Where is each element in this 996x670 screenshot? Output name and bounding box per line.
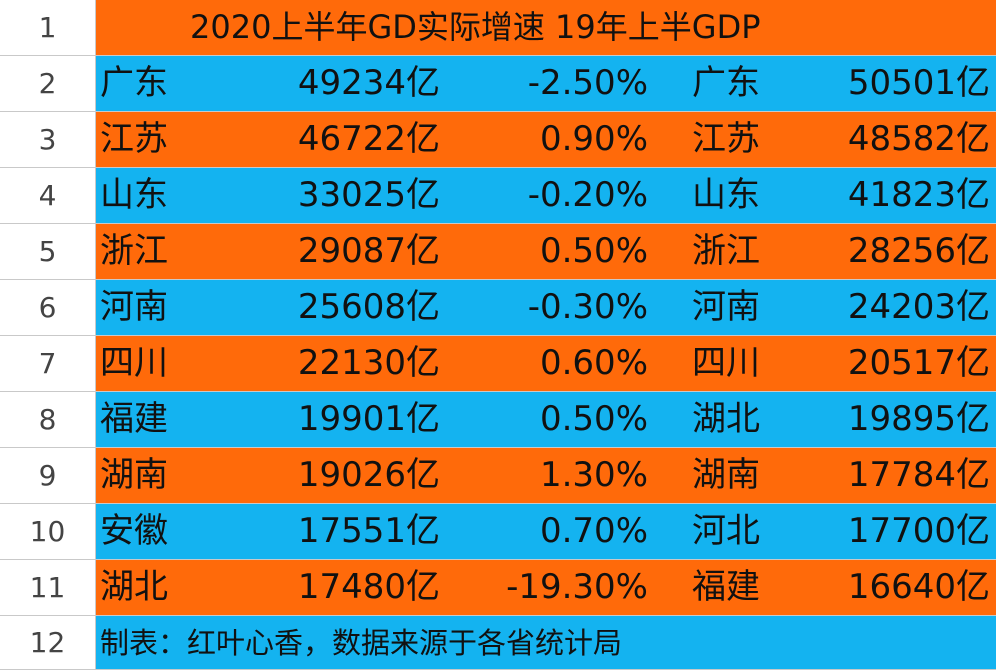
row-cells[interactable]: 浙江 29087亿 0.50% 浙江 28256亿 bbox=[96, 224, 996, 280]
row-cells[interactable]: 湖南 19026亿 1.30% 湖南 17784亿 bbox=[96, 448, 996, 504]
province-2019-cell[interactable]: 湖北 bbox=[692, 399, 760, 439]
table-row[interactable]: 4 山东 33025亿 -0.20% 山东 41823亿 bbox=[0, 168, 996, 224]
growth-rate-cell[interactable]: 0.50% bbox=[539, 399, 648, 439]
row-cells[interactable]: 福建 19901亿 0.50% 湖北 19895亿 bbox=[96, 392, 996, 448]
table-row[interactable]: 8 福建 19901亿 0.50% 湖北 19895亿 bbox=[0, 392, 996, 448]
row-number[interactable]: 10 bbox=[0, 504, 96, 560]
table-row[interactable]: 2 广东 49234亿 -2.50% 广东 50501亿 bbox=[0, 56, 996, 112]
title-cell-range[interactable]: 2020上半年GD实际增速 19年上半GDP bbox=[96, 0, 996, 56]
gdp-2020-cell[interactable]: 29087亿 bbox=[297, 231, 440, 271]
growth-rate-cell[interactable]: -2.50% bbox=[527, 63, 648, 103]
row-cells[interactable]: 山东 33025亿 -0.20% 山东 41823亿 bbox=[96, 168, 996, 224]
growth-rate-cell[interactable]: 0.50% bbox=[539, 231, 648, 271]
province-2020-cell[interactable]: 福建 bbox=[100, 399, 168, 439]
gdp-2019-cell[interactable]: 48582亿 bbox=[847, 119, 990, 159]
row-number[interactable]: 7 bbox=[0, 336, 96, 392]
province-2020-cell[interactable]: 广东 bbox=[100, 63, 168, 103]
growth-rate-cell[interactable]: 0.70% bbox=[539, 511, 648, 551]
title-row[interactable]: 1 2020上半年GD实际增速 19年上半GDP bbox=[0, 0, 996, 56]
row-number[interactable]: 3 bbox=[0, 112, 96, 168]
row-number[interactable]: 6 bbox=[0, 280, 96, 336]
gdp-2019-cell[interactable]: 16640亿 bbox=[847, 567, 990, 607]
row-cells[interactable]: 江苏 46722亿 0.90% 江苏 48582亿 bbox=[96, 112, 996, 168]
gdp-2019-cell[interactable]: 50501亿 bbox=[847, 63, 990, 103]
gdp-2020-cell[interactable]: 17551亿 bbox=[297, 511, 440, 551]
province-2019-cell[interactable]: 湖南 bbox=[692, 455, 760, 495]
province-2019-cell[interactable]: 山东 bbox=[692, 175, 760, 215]
source-note[interactable]: 制表：红叶心香，数据来源于各省统计局 bbox=[100, 626, 623, 660]
row-number[interactable]: 2 bbox=[0, 56, 96, 112]
gdp-2019-cell[interactable]: 20517亿 bbox=[847, 343, 990, 383]
table-row[interactable]: 5 浙江 29087亿 0.50% 浙江 28256亿 bbox=[0, 224, 996, 280]
row-cells[interactable]: 四川 22130亿 0.60% 四川 20517亿 bbox=[96, 336, 996, 392]
province-2020-cell[interactable]: 湖南 bbox=[100, 455, 168, 495]
gdp-2019-cell[interactable]: 17784亿 bbox=[847, 455, 990, 495]
growth-rate-cell[interactable]: -0.30% bbox=[527, 287, 648, 327]
province-2020-cell[interactable]: 河南 bbox=[100, 287, 168, 327]
row-cells[interactable]: 湖北 17480亿 -19.30% 福建 16640亿 bbox=[96, 560, 996, 616]
province-2019-cell[interactable]: 浙江 bbox=[692, 231, 760, 271]
gdp-2020-cell[interactable]: 46722亿 bbox=[297, 119, 440, 159]
growth-rate-cell[interactable]: 1.30% bbox=[539, 455, 648, 495]
province-2020-cell[interactable]: 湖北 bbox=[100, 567, 168, 607]
province-2019-cell[interactable]: 福建 bbox=[692, 567, 760, 607]
province-2019-cell[interactable]: 江苏 bbox=[692, 119, 760, 159]
footer-row[interactable]: 12 制表：红叶心香，数据来源于各省统计局 bbox=[0, 616, 996, 670]
row-cells[interactable]: 河南 25608亿 -0.30% 河南 24203亿 bbox=[96, 280, 996, 336]
growth-rate-cell[interactable]: -19.30% bbox=[506, 567, 648, 607]
table-row[interactable]: 7 四川 22130亿 0.60% 四川 20517亿 bbox=[0, 336, 996, 392]
gdp-2019-cell[interactable]: 28256亿 bbox=[847, 231, 990, 271]
row-cells[interactable]: 安徽 17551亿 0.70% 河北 17700亿 bbox=[96, 504, 996, 560]
growth-rate-cell[interactable]: 0.90% bbox=[539, 119, 648, 159]
province-2020-cell[interactable]: 江苏 bbox=[100, 119, 168, 159]
row-number[interactable]: 9 bbox=[0, 448, 96, 504]
province-2020-cell[interactable]: 山东 bbox=[100, 175, 168, 215]
table-row[interactable]: 11 湖北 17480亿 -19.30% 福建 16640亿 bbox=[0, 560, 996, 616]
gdp-2020-cell[interactable]: 25608亿 bbox=[297, 287, 440, 327]
gdp-2019-cell[interactable]: 24203亿 bbox=[847, 287, 990, 327]
table-row[interactable]: 10 安徽 17551亿 0.70% 河北 17700亿 bbox=[0, 504, 996, 560]
table-row[interactable]: 9 湖南 19026亿 1.30% 湖南 17784亿 bbox=[0, 448, 996, 504]
row-cells[interactable]: 广东 49234亿 -2.50% 广东 50501亿 bbox=[96, 56, 996, 112]
gdp-2020-cell[interactable]: 22130亿 bbox=[297, 343, 440, 383]
row-number[interactable]: 1 bbox=[0, 0, 96, 56]
row-number[interactable]: 11 bbox=[0, 560, 96, 616]
province-2019-cell[interactable]: 河北 bbox=[692, 511, 760, 551]
gdp-2020-cell[interactable]: 19026亿 bbox=[297, 455, 440, 495]
gdp-2020-cell[interactable]: 49234亿 bbox=[297, 63, 440, 103]
row-number[interactable]: 5 bbox=[0, 224, 96, 280]
province-2019-cell[interactable]: 广东 bbox=[692, 63, 760, 103]
table-title[interactable]: 2020上半年GD实际增速 19年上半GDP bbox=[190, 8, 761, 46]
gdp-2020-cell[interactable]: 33025亿 bbox=[297, 175, 440, 215]
province-2019-cell[interactable]: 河南 bbox=[692, 287, 760, 327]
table-row[interactable]: 3 江苏 46722亿 0.90% 江苏 48582亿 bbox=[0, 112, 996, 168]
growth-rate-cell[interactable]: -0.20% bbox=[527, 175, 648, 215]
footer-cell-range[interactable]: 制表：红叶心香，数据来源于各省统计局 bbox=[96, 616, 996, 670]
gdp-2019-cell[interactable]: 41823亿 bbox=[847, 175, 990, 215]
province-2020-cell[interactable]: 安徽 bbox=[100, 511, 168, 551]
row-number[interactable]: 12 bbox=[0, 616, 96, 670]
gdp-2020-cell[interactable]: 19901亿 bbox=[297, 399, 440, 439]
gdp-2019-cell[interactable]: 17700亿 bbox=[847, 511, 990, 551]
province-2020-cell[interactable]: 浙江 bbox=[100, 231, 168, 271]
row-number[interactable]: 4 bbox=[0, 168, 96, 224]
table-row[interactable]: 6 河南 25608亿 -0.30% 河南 24203亿 bbox=[0, 280, 996, 336]
gdp-2019-cell[interactable]: 19895亿 bbox=[847, 399, 990, 439]
province-2019-cell[interactable]: 四川 bbox=[692, 343, 760, 383]
growth-rate-cell[interactable]: 0.60% bbox=[539, 343, 648, 383]
gdp-2020-cell[interactable]: 17480亿 bbox=[297, 567, 440, 607]
row-number[interactable]: 8 bbox=[0, 392, 96, 448]
province-2020-cell[interactable]: 四川 bbox=[100, 343, 168, 383]
